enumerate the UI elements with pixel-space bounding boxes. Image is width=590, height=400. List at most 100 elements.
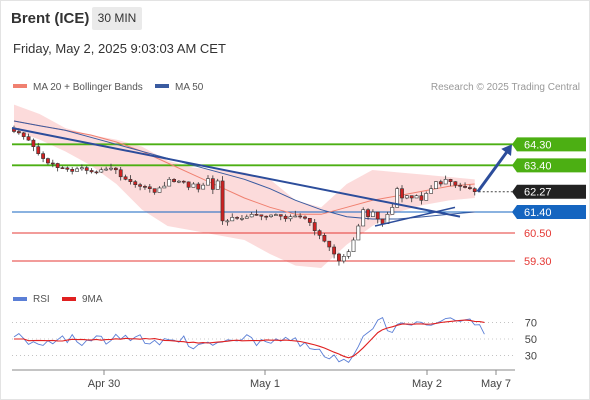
time-tick-label: May 2 [412, 378, 442, 390]
candle-body [414, 195, 419, 199]
candle-body [453, 181, 458, 186]
candle-body [443, 179, 448, 185]
candle-body [438, 181, 443, 185]
candlesticks [12, 125, 477, 266]
projection-arrow-head [501, 144, 512, 156]
candle-body [312, 222, 317, 231]
rsi-tick-70: 70 [525, 317, 537, 329]
ma20-legend-swatch [13, 84, 27, 88]
candle-body [75, 168, 79, 172]
ma50-legend-label: MA 50 [175, 82, 204, 93]
candle-body [322, 235, 327, 242]
candle-body [467, 187, 472, 189]
candle-body [366, 209, 370, 217]
candle-body [172, 179, 176, 182]
candle-body [375, 211, 380, 220]
ma50-legend-swatch [155, 84, 169, 88]
candle-body [21, 132, 26, 137]
candle-body [41, 153, 46, 159]
price-label-61.40: 61.40 [524, 207, 552, 219]
rsi-legend-swatch [13, 297, 27, 301]
candle-body [409, 195, 414, 199]
candle-body [254, 214, 259, 216]
candle-body [167, 179, 172, 187]
ma9-legend-label: 9MA [82, 294, 103, 305]
candle-body [259, 214, 264, 217]
candle-body [70, 169, 75, 172]
price-legend: MA 20 + Bollinger Bands MA 50 Research ©… [13, 82, 580, 93]
candle-body [434, 181, 438, 189]
candle-body [26, 136, 31, 141]
candle-body [293, 215, 298, 218]
candle-body [273, 214, 278, 216]
rsi-tick-50: 50 [525, 334, 537, 346]
projection-arrow-shaft [476, 149, 510, 193]
price-tag-63.40 [512, 158, 586, 173]
candle-body [337, 253, 341, 262]
candle-body [46, 158, 50, 164]
ma50-line [13, 120, 475, 220]
candle-body [404, 195, 409, 199]
candle-body [264, 215, 269, 218]
candle-body [390, 207, 395, 215]
candle-body [177, 180, 181, 183]
price-label-60.50: 60.50 [524, 228, 552, 240]
time-tick-label: May 1 [250, 378, 280, 390]
candle-body [99, 169, 104, 173]
time-tick-label: Apr 30 [88, 378, 120, 390]
timeframe-button[interactable]: 30 MIN [92, 7, 142, 30]
candle-body [307, 218, 312, 223]
candle-body [80, 167, 84, 170]
candle-body [16, 131, 21, 134]
candle-body [395, 188, 400, 208]
candle-body [244, 216, 249, 219]
candle-body [458, 184, 463, 187]
candle-body [157, 187, 162, 193]
candle-body [225, 220, 230, 223]
candle-body [138, 184, 143, 187]
downtrend-line [11, 127, 461, 218]
candle-body [113, 167, 118, 171]
ma9-legend-swatch [62, 297, 76, 301]
candle-body [118, 169, 123, 178]
candle-body [128, 179, 133, 182]
candle-body [186, 181, 191, 188]
candle-body [283, 215, 288, 220]
candle-body [201, 184, 206, 190]
bollinger-bands [14, 104, 475, 269]
candle-body [109, 167, 113, 170]
ma20-legend-label: MA 20 + Bollinger Bands [33, 82, 143, 93]
price-label-64.30: 64.30 [524, 139, 552, 151]
candle-body [448, 179, 453, 182]
candle-body [240, 218, 244, 220]
candle-body [429, 188, 434, 194]
candle-body [143, 186, 147, 188]
candle-body [84, 167, 89, 171]
candle-body [55, 163, 60, 168]
candle-body [210, 178, 215, 190]
candle-body [356, 225, 361, 241]
rsi-legend: RSI 9MA [13, 294, 103, 305]
candle-body [361, 209, 366, 227]
time-axis: Apr 30 May 1 May 2 May 7 [12, 369, 515, 390]
candle-body [230, 217, 235, 222]
candle-body [341, 256, 346, 262]
current-price-label: 62.27 [524, 187, 552, 199]
candle-body [89, 170, 94, 173]
candle-body [288, 216, 293, 220]
candle-body [400, 188, 404, 199]
bollinger-band-area [14, 104, 475, 269]
candle-body [104, 168, 109, 171]
candle-body [220, 180, 225, 222]
candle-body [60, 167, 65, 169]
candle-body [50, 162, 55, 165]
candle-body [147, 186, 152, 189]
candle-body [196, 183, 201, 190]
instrument-title: Brent (ICE) [11, 10, 90, 27]
candle-body [298, 215, 303, 218]
candle-body [327, 240, 332, 248]
candle-body [424, 193, 429, 201]
candle-body [278, 214, 283, 217]
candle-body [215, 180, 220, 190]
